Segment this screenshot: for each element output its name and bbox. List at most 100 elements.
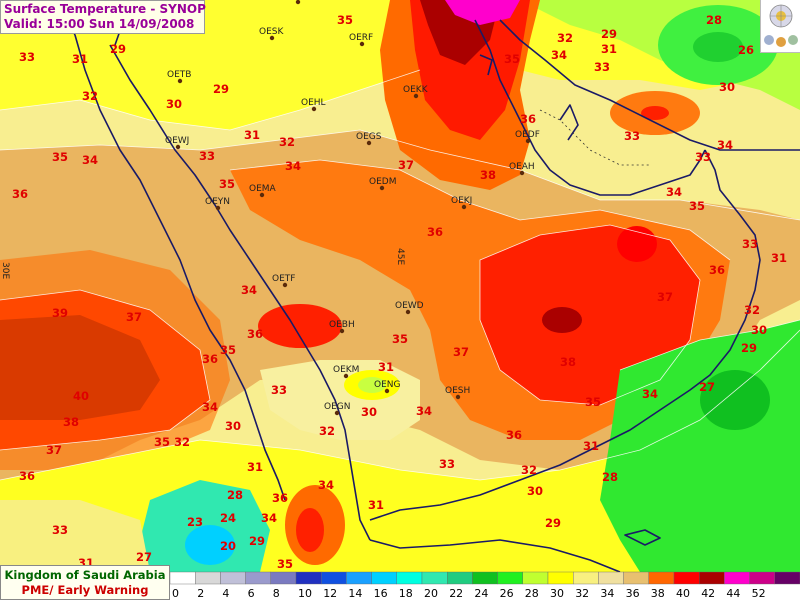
temperature-value: 34 xyxy=(666,185,682,199)
legend-value: 52 xyxy=(752,587,766,600)
station-code: OEDF xyxy=(515,130,540,140)
station-marker: OENG xyxy=(374,380,401,394)
temperature-value: 34 xyxy=(318,478,334,492)
coast-gulf-aden xyxy=(369,539,621,573)
legend-value: 42 xyxy=(701,587,715,600)
legend-swatch xyxy=(774,571,800,585)
legend-value: 40 xyxy=(676,587,690,600)
legend-value: 2 xyxy=(197,587,204,600)
map-valid-time: Valid: 15:00 Sun 14/09/2008 xyxy=(4,17,195,31)
legend-swatch xyxy=(598,571,624,585)
stations-layer: OERR OESK OERF OETB OEHL OEKK OEGS OEDF OEWJ OEAH… xyxy=(165,0,540,416)
temperature-value: 37 xyxy=(46,443,62,457)
station-code: OESH xyxy=(445,386,470,396)
temperature-value: 34 xyxy=(717,138,733,152)
field-south-red xyxy=(296,508,324,552)
latitude-label: 30E xyxy=(0,262,10,279)
legend-swatch xyxy=(573,571,599,585)
field-oeng-green xyxy=(358,377,386,393)
station-code: OEYN xyxy=(205,197,230,207)
legend-swatch xyxy=(421,571,448,585)
station-dot-icon xyxy=(269,35,275,41)
temperature-value: 29 xyxy=(213,82,229,96)
station-code: OETB xyxy=(167,70,191,80)
legend-value: 24 xyxy=(474,587,488,600)
temperature-value: 38 xyxy=(63,415,79,429)
station-marker: OEDM xyxy=(369,177,396,191)
station-marker: OEGS xyxy=(356,132,382,146)
temperature-value: 40 xyxy=(73,389,89,403)
legend-swatch xyxy=(623,571,649,585)
temperature-value: 36 xyxy=(506,428,522,442)
coast-arabian-sea xyxy=(369,149,761,521)
organization-department: PME/ Early Warning xyxy=(21,583,149,597)
temperature-value: 28 xyxy=(602,470,618,484)
legend-value: 26 xyxy=(500,587,514,600)
temperature-value: 30 xyxy=(166,97,182,111)
station-code: OEGS xyxy=(356,132,382,142)
station-marker: OEWD xyxy=(395,301,424,315)
temperature-value: 30 xyxy=(361,405,377,419)
station-code: OEHL xyxy=(301,98,326,108)
station-marker: OETF xyxy=(272,274,295,288)
contour-line xyxy=(229,159,731,261)
legend-swatch xyxy=(321,571,347,585)
temperature-value: 34 xyxy=(416,404,432,418)
temperature-value: 37 xyxy=(453,345,469,359)
temperature-value: 30 xyxy=(225,419,241,433)
station-code: OEDM xyxy=(369,177,396,187)
temperature-value: 30 xyxy=(719,80,735,94)
legend-swatch xyxy=(346,571,372,585)
temperature-value: 33 xyxy=(594,60,610,74)
station-marker: OERF xyxy=(349,33,373,47)
temperature-value: 31 xyxy=(583,439,599,453)
station-marker: OEYN xyxy=(205,197,230,211)
field-southwest-pale xyxy=(0,500,150,572)
temperature-value: 32 xyxy=(744,303,760,317)
station-dot-icon xyxy=(175,144,181,150)
organization-box: Kingdom of Saudi Arabia PME/ Early Warni… xyxy=(0,565,170,600)
station-dot-icon xyxy=(282,282,288,288)
temperature-value: 38 xyxy=(560,355,576,369)
temperature-value: 36 xyxy=(247,327,263,341)
temperature-value: 28 xyxy=(706,13,722,27)
legend-swatch xyxy=(648,571,675,585)
longitude-label: 45E xyxy=(395,248,405,265)
temperature-value: 36 xyxy=(202,352,218,366)
station-dot-icon xyxy=(295,0,301,5)
legend-swatch xyxy=(699,571,725,585)
temperature-value: 29 xyxy=(545,516,561,530)
temperature-value: 38 xyxy=(480,168,496,182)
legend-swatch xyxy=(497,571,524,585)
station-marker: OEHL xyxy=(301,98,326,112)
temperature-value: 32 xyxy=(521,463,537,477)
agency-logo xyxy=(760,0,800,53)
temperature-value: 35 xyxy=(337,13,353,27)
temperature-value: 34 xyxy=(261,511,277,525)
legend-swatch xyxy=(295,571,322,585)
temperature-value: 31 xyxy=(247,460,263,474)
map-title-box: Surface Temperature - SYNOP Valid: 15:00… xyxy=(0,0,206,34)
temperature-value: 29 xyxy=(110,42,126,56)
station-marker: OESH xyxy=(445,386,470,400)
station-marker: OEKJ xyxy=(451,196,472,210)
station-dot-icon xyxy=(405,309,411,315)
field-northeast-dark-green xyxy=(693,32,743,62)
station-dot-icon xyxy=(311,106,317,112)
contour-line xyxy=(0,129,800,221)
temperature-field xyxy=(0,0,800,572)
temperature-value: 32 xyxy=(279,135,295,149)
station-marker: OEWJ xyxy=(165,136,189,150)
temperature-value: 33 xyxy=(199,149,215,163)
station-code: OETF xyxy=(272,274,295,284)
station-dot-icon xyxy=(334,410,340,416)
legend-value: 18 xyxy=(399,587,413,600)
legend-value: 8 xyxy=(273,587,280,600)
field-southwest-cyan xyxy=(185,525,235,565)
legend-swatch xyxy=(371,571,398,585)
temperature-value: 33 xyxy=(19,50,35,64)
temperature-value: 29 xyxy=(249,534,265,548)
temperature-value: 33 xyxy=(439,457,455,471)
